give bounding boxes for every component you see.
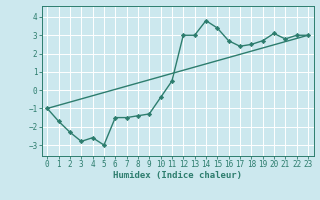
X-axis label: Humidex (Indice chaleur): Humidex (Indice chaleur) [113,171,242,180]
